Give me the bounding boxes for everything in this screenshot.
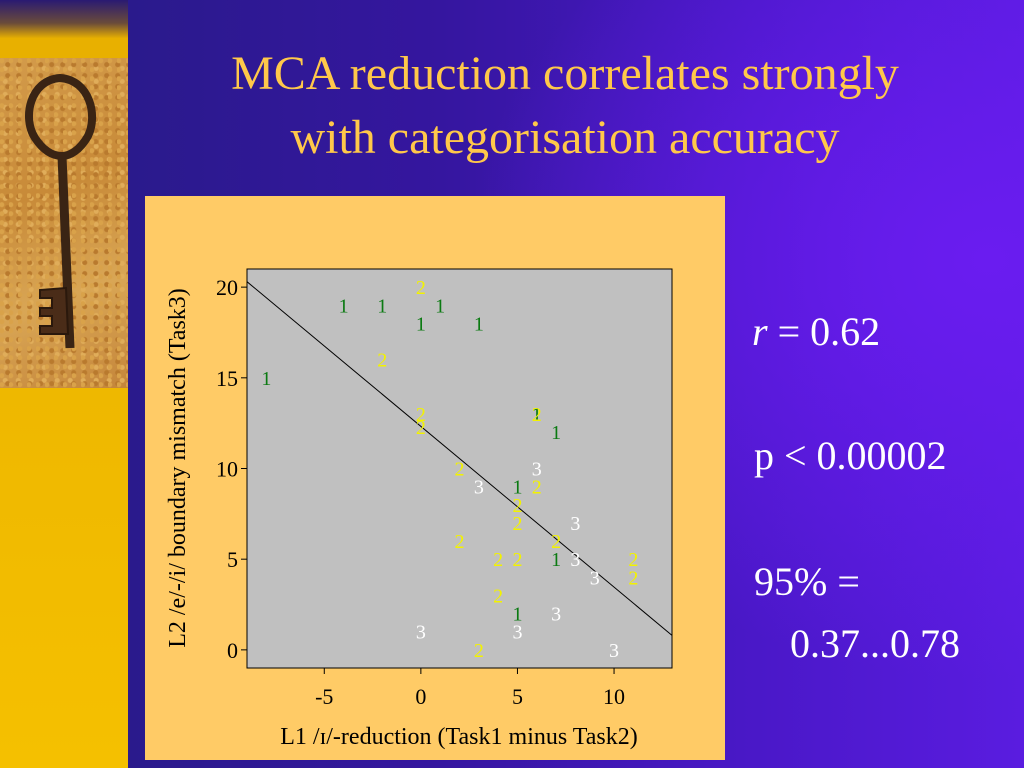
data-point-group-1: 1	[474, 313, 484, 335]
x-tick-label: 5	[512, 684, 523, 709]
y-tick-label: 20	[216, 275, 238, 300]
data-point-group-1: 1	[551, 422, 561, 444]
data-point-group-2: 2	[512, 495, 522, 517]
data-point-group-2: 2	[532, 477, 542, 499]
data-point-group-2: 2	[455, 459, 465, 481]
data-point-group-2: 2	[493, 549, 503, 571]
y-tick-label: 15	[216, 366, 238, 391]
data-point-group-2: 2	[416, 277, 426, 299]
data-point-group-3: 3	[570, 549, 580, 571]
data-point-group-3: 3	[551, 604, 561, 626]
data-point-group-2: 2	[628, 549, 638, 571]
antique-key-image	[0, 58, 128, 388]
key-bow	[25, 73, 97, 161]
data-point-group-2: 2	[455, 531, 465, 553]
data-point-group-3: 3	[590, 567, 600, 589]
key-shaft	[57, 155, 75, 349]
data-point-group-3: 3	[570, 513, 580, 535]
plot-area	[246, 268, 673, 669]
data-point-group-1: 1	[512, 604, 522, 626]
y-axis-title: L2 /e/-/i/ boundary mismatch (Task3)	[165, 288, 191, 648]
data-point-group-3: 3	[512, 622, 522, 644]
data-point-group-2: 2	[474, 640, 484, 662]
data-point-group-3: 3	[609, 640, 619, 662]
x-tick-label: 10	[603, 684, 625, 709]
data-point-group-2: 2	[512, 513, 522, 535]
data-point-group-1: 1	[435, 295, 445, 317]
data-point-group-2: 2	[512, 549, 522, 571]
data-point-group-1: 1	[377, 295, 387, 317]
data-point-group-1: 1	[512, 477, 522, 499]
data-point-group-2: 2	[377, 350, 387, 372]
title-line-2: with categorisation accuracy	[290, 111, 840, 164]
data-point-group-3: 3	[474, 477, 484, 499]
y-tick-label: 10	[216, 457, 238, 482]
key-illustration	[25, 73, 97, 349]
data-point-group-1: 1	[532, 404, 542, 426]
data-point-group-1: 1	[416, 313, 426, 335]
data-point-group-1: 1	[551, 549, 561, 571]
x-axis: -5 0 5 10	[315, 668, 625, 709]
data-point-group-3: 3	[416, 622, 426, 644]
x-tick-label: 0	[415, 684, 426, 709]
data-point-group-2: 2	[532, 404, 542, 426]
data-point-group-2: 2	[493, 585, 503, 607]
data-point-group-1: 1	[339, 295, 349, 317]
y-tick-label: 0	[227, 638, 238, 663]
x-axis-title: L1 /ɪ/-reduction (Task1 minus Task2)	[280, 724, 637, 750]
y-axis: 0 5 10 15 20	[216, 275, 247, 663]
data-point-group-2: 2	[628, 567, 638, 589]
title-line-1: MCA reduction correlates strongly	[231, 47, 899, 100]
correlation-stat: r = 0.62	[752, 308, 880, 355]
data-point-group-2: 2	[416, 404, 426, 426]
r-value: = 0.62	[767, 309, 881, 354]
data-point-group-3: 3	[532, 459, 542, 481]
data-point-group-2: 2	[551, 531, 561, 553]
data-point-group-2: 2	[416, 417, 426, 439]
ci-label: 95% =	[754, 559, 860, 604]
y-tick-label: 5	[227, 547, 238, 572]
r-symbol: r	[752, 309, 768, 354]
regression-line	[246, 281, 673, 636]
ci-value: 0.37...0.78	[790, 621, 960, 666]
slide-title: MCA reduction correlates strongly with c…	[150, 42, 980, 170]
key-bit	[39, 286, 70, 335]
x-tick-label: -5	[315, 684, 333, 709]
data-point-group-1: 1	[261, 368, 271, 390]
p-value-stat: p < 0.00002	[754, 433, 947, 478]
